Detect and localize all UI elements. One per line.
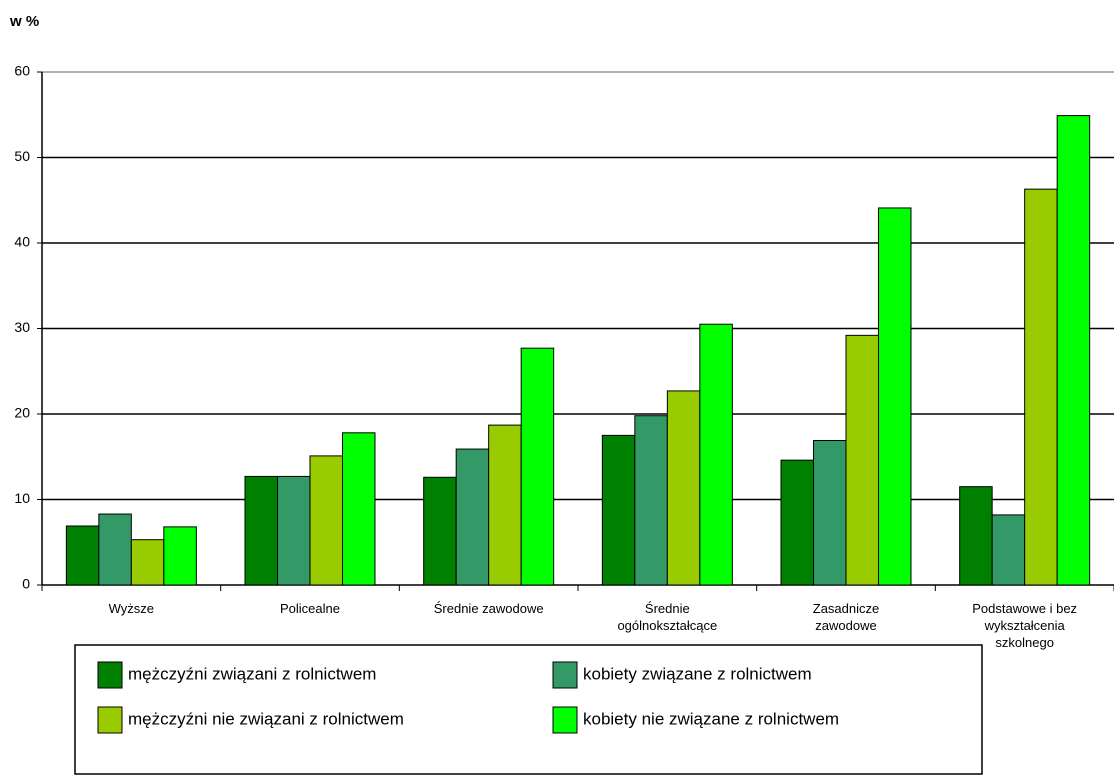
bar [65,525,100,586]
bar [309,455,343,586]
legend-label: mężczyźni nie związani z rolnictwem [128,709,404,728]
y-tick-label: 0 [22,576,30,592]
x-tick-label: Wyższe [109,601,154,616]
legend-label: kobiety związane z rolnictwem [583,664,812,683]
legend-swatch [552,706,578,734]
bar [244,475,278,586]
x-tick-label: Podstawowe i bez wykształcenia szkolnego [972,601,1077,650]
y-tick-label: 10 [14,490,30,506]
bar [991,514,1026,586]
bar [878,207,912,586]
bar [1056,115,1091,586]
y-tick-label: 30 [14,319,30,335]
bar [1024,188,1058,586]
bar [455,448,490,586]
bar [666,390,701,586]
bar [959,486,993,586]
bar [488,424,522,586]
bar [423,476,457,586]
x-tick-label: Średnie zawodowe [434,601,544,616]
bar [130,539,165,586]
y-tick-label: 20 [14,405,30,421]
bar [163,526,197,586]
y-tick-label: 50 [14,148,30,164]
bar [520,347,555,586]
bar [699,323,733,586]
bar [277,475,311,586]
bar [98,513,132,586]
x-tick-label: Policealne [280,601,340,616]
legend-swatch [97,706,123,734]
legend-box [74,644,983,775]
bar [601,434,636,586]
bar [780,459,814,586]
x-tick-label: Średnie ogólnokształcące [617,601,717,633]
bar [845,334,879,586]
bar [342,432,376,586]
x-tick-label: Zasadnicze zawodowe [813,601,879,633]
legend-label: mężczyźni związani z rolnictwem [128,664,376,683]
legend-label: kobiety nie związane z rolnictwem [583,709,839,728]
legend-swatch [97,661,123,689]
bar [634,415,668,586]
y-axis-label: w % [9,13,39,30]
y-tick-label: 60 [14,63,30,79]
bar [813,440,847,586]
legend-swatch [552,661,578,689]
y-tick-label: 40 [14,234,30,250]
